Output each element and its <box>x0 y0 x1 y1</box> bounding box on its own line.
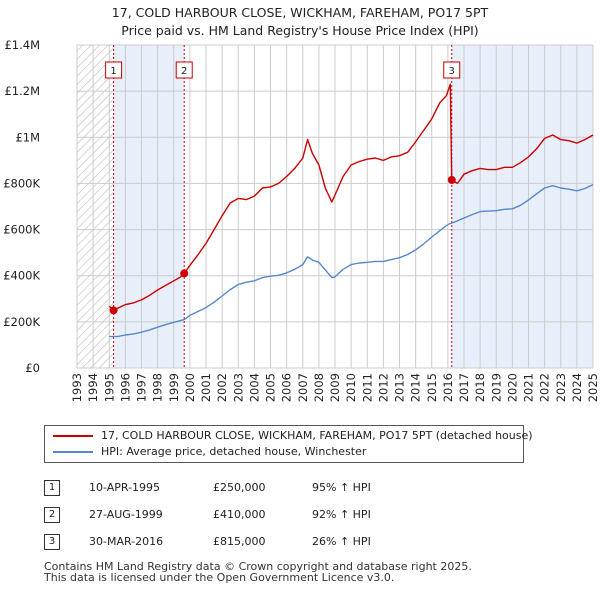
sale-marker-box <box>105 61 123 79</box>
x-tick-label: 2018 <box>473 373 487 402</box>
pre-data-hatch <box>77 45 114 368</box>
x-tick-label: 2024 <box>570 373 584 402</box>
title-line-subtitle: Price paid vs. HM Land Registry's House … <box>121 23 479 38</box>
chart-legend: 17, COLD HARBOUR CLOSE, WICKHAM, FAREHAM… <box>44 425 533 463</box>
y-tick-label: £1.4M <box>4 38 40 52</box>
sale-date: 27-AUG-1999 <box>89 508 163 521</box>
x-tick-label: 2022 <box>538 373 552 402</box>
sale-hpi-change: 26% ↑ HPI <box>312 535 371 548</box>
sale-marker-number: 3 <box>449 66 455 77</box>
sale-marker-number: 2 <box>181 66 187 77</box>
footer-attribution: Contains HM Land Registry data © Crown c… <box>44 561 472 583</box>
sale-price: £410,000 <box>213 508 266 521</box>
x-tick-label: 1999 <box>167 373 181 402</box>
x-tick-label: 2025 <box>586 373 600 402</box>
legend-property-label: 17, COLD HARBOUR CLOSE, WICKHAM, FAREHAM… <box>101 429 533 442</box>
x-tick-label: 2004 <box>247 373 261 402</box>
x-tick-label: 1993 <box>70 373 84 402</box>
x-tick-label: 2011 <box>360 373 374 402</box>
x-tick-label: 2023 <box>554 373 568 402</box>
sale-point <box>109 306 118 315</box>
x-tick-label: 2003 <box>231 373 245 402</box>
x-tick-label: 2015 <box>425 373 439 402</box>
sale-marker-number: 1 <box>110 66 116 77</box>
x-tick-label: 2005 <box>264 373 278 402</box>
legend-item-hpi: HPI: Average price, detached house, Winc… <box>53 444 366 460</box>
y-tick-label: £1M <box>15 130 40 144</box>
legend-item-property: 17, COLD HARBOUR CLOSE, WICKHAM, FAREHAM… <box>53 428 533 444</box>
sale-hpi-change: 95% ↑ HPI <box>312 481 371 494</box>
x-tick-label: 2019 <box>489 373 503 402</box>
sale-marker-box <box>175 61 193 79</box>
sale-date: 30-MAR-2016 <box>89 535 164 548</box>
sale-number-badge: 1 <box>44 480 60 496</box>
x-tick-label: 1996 <box>118 373 132 402</box>
x-tick-label: 2008 <box>312 373 326 402</box>
y-tick-label: £1.2M <box>4 84 40 98</box>
legend-hpi-line <box>53 451 93 453</box>
legend-property-line <box>53 435 93 437</box>
sale-number-badge: 2 <box>44 507 60 523</box>
y-tick-label: £400K <box>3 269 40 283</box>
table-row: 2 27-AUG-1999 £410,000 92% ↑ HPI <box>44 505 444 525</box>
sale-date: 10-APR-1995 <box>89 481 161 494</box>
x-tick-label: 2010 <box>344 373 358 402</box>
sale-price: £815,000 <box>213 535 266 548</box>
price-chart: 1 2 3 £0 £200K £400K £600K £800K £1M £1.2M £1.4M 1… <box>3 38 600 402</box>
legend-hpi-label: HPI: Average price, detached house, Winc… <box>101 445 367 458</box>
x-tick-label: 2006 <box>280 373 294 402</box>
x-tick-label: 2012 <box>376 373 390 402</box>
x-tick-label: 2013 <box>393 373 407 402</box>
x-tick-label: 1997 <box>135 373 149 402</box>
sale-price: £250,000 <box>213 481 266 494</box>
sale-number-badge: 3 <box>44 534 60 550</box>
y-tick-label: £800K <box>3 176 40 190</box>
hpi-line <box>109 183 594 338</box>
chart-title: 17, COLD HARBOUR CLOSE, WICKHAM, FAREHAM… <box>0 4 600 40</box>
ownership-shade <box>451 45 593 368</box>
table-row: 3 30-MAR-2016 £815,000 26% ↑ HPI <box>44 532 444 552</box>
x-tick-label: 1995 <box>102 373 116 402</box>
x-tick-label: 2000 <box>183 373 197 402</box>
x-tick-label: 1998 <box>151 373 165 402</box>
sale-marker-box <box>443 61 461 79</box>
table-row: 1 10-APR-1995 £250,000 95% ↑ HPI <box>44 478 444 498</box>
x-tick-label: 2017 <box>457 373 471 402</box>
x-tick-label: 2009 <box>328 373 342 402</box>
x-tick-label: 2007 <box>296 373 310 402</box>
x-tick-label: 2016 <box>441 373 455 402</box>
y-tick-label: £600K <box>3 223 40 237</box>
y-tick-label: £200K <box>3 315 40 329</box>
sale-hpi-change: 92% ↑ HPI <box>312 508 371 521</box>
footer-line-copyright: Contains HM Land Registry data © Crown c… <box>44 560 472 573</box>
x-tick-label: 2002 <box>215 373 229 402</box>
sale-point <box>180 269 189 278</box>
x-tick-label: 2020 <box>505 373 519 402</box>
y-tick-label: £0 <box>25 361 40 375</box>
sale-point <box>447 175 456 184</box>
title-line-address: 17, COLD HARBOUR CLOSE, WICKHAM, FAREHAM… <box>111 5 489 20</box>
x-tick-label: 1994 <box>86 373 100 402</box>
x-tick-label: 2021 <box>522 373 536 402</box>
x-tick-label: 2014 <box>409 373 423 402</box>
footer-line-licence: This data is licensed under the Open Gov… <box>44 571 395 584</box>
x-tick-label: 2001 <box>199 373 213 402</box>
